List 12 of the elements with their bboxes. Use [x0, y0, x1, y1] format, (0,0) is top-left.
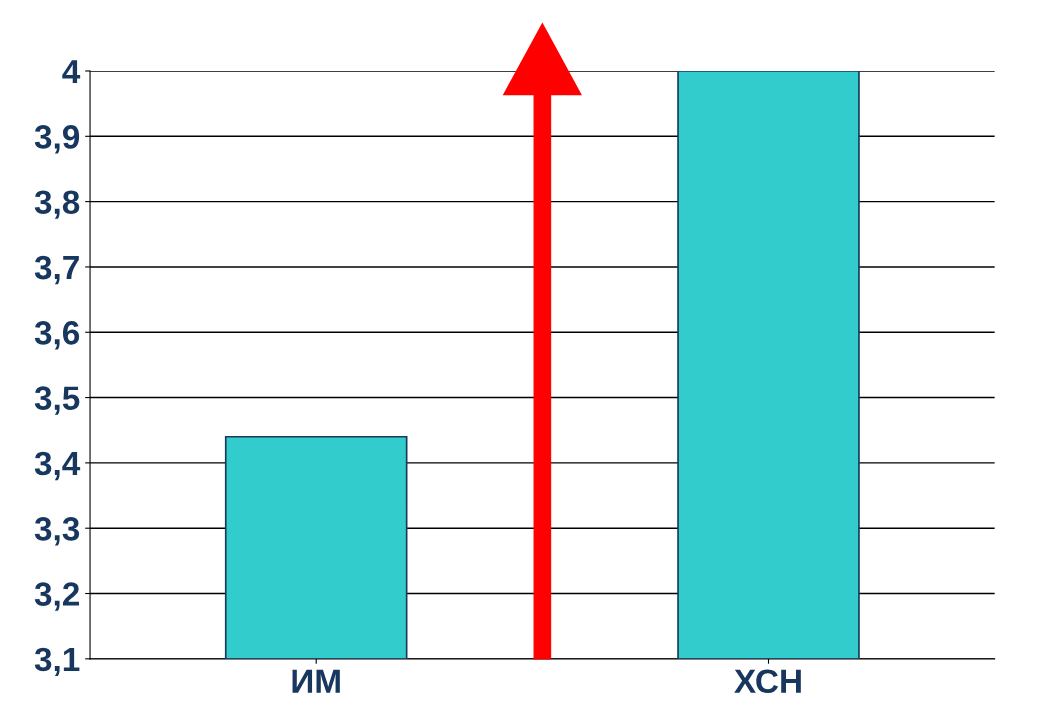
y-tick-label: 3,8 — [34, 190, 80, 219]
x-tick-label: ИМ — [292, 669, 340, 693]
y-tick-label: 3,1 — [34, 647, 80, 677]
y-tick-label: 3,6 — [34, 321, 80, 350]
y-tick-label: 3,2 — [34, 582, 79, 611]
y-tick-label: 4 — [62, 60, 81, 84]
y-tick-label: 3,4 — [34, 451, 81, 481]
x-tick-label: ХСН — [734, 669, 801, 694]
y-tick-label: 3,5 — [34, 386, 80, 415]
y-tick-label: 3,7 — [34, 255, 79, 285]
y-tick-label: 3,9 — [34, 125, 80, 154]
y-tick-label: 3,3 — [34, 517, 80, 546]
